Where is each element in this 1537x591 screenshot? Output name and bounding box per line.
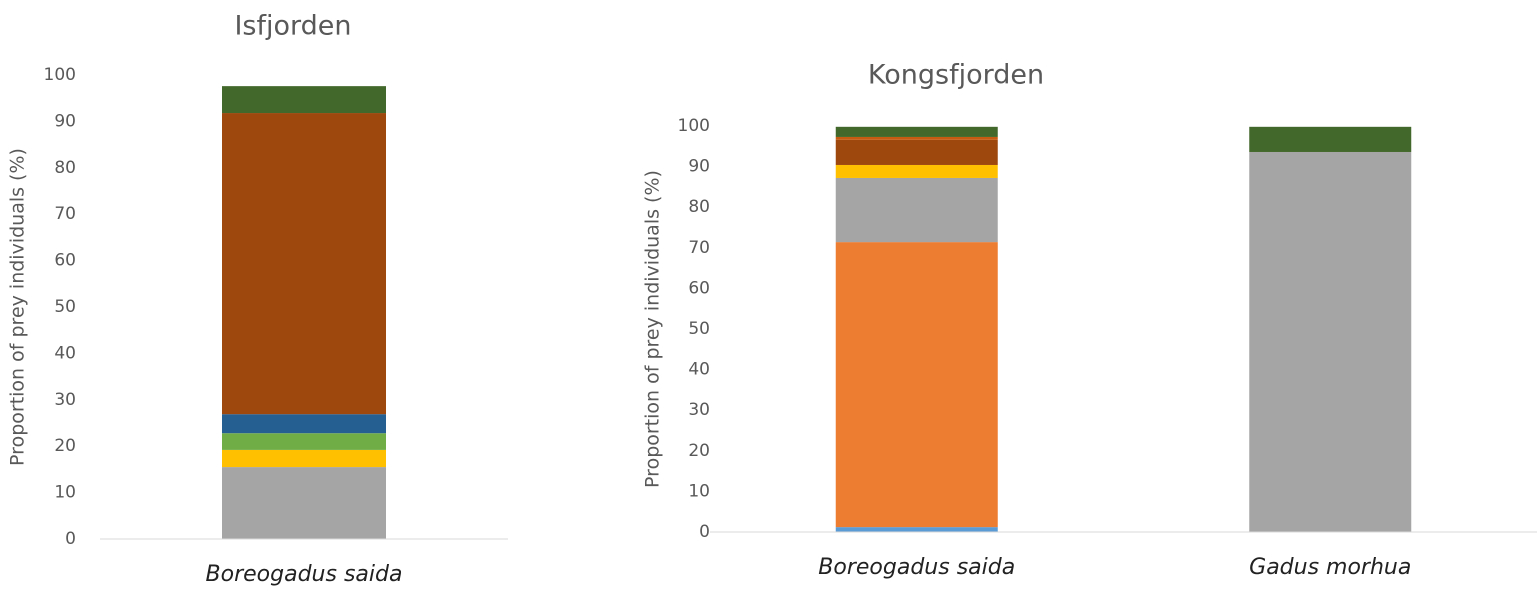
y-tick-label: 70 <box>54 204 76 224</box>
y-tick-label: 20 <box>688 441 710 461</box>
y-tick-label: 50 <box>688 319 710 339</box>
bar-segment <box>222 449 386 468</box>
y-tick-label: 20 <box>54 436 76 456</box>
x-tick-label: Gadus morhua <box>1249 555 1411 580</box>
y-tick-label: 90 <box>688 157 710 177</box>
y-tick-label: 30 <box>688 400 710 420</box>
y-tick-label: 0 <box>65 529 76 549</box>
y-tick-label: 10 <box>688 481 710 501</box>
bar-segment <box>222 433 386 450</box>
y-tick-label: 70 <box>688 238 710 258</box>
y-tick-label: 100 <box>44 65 76 85</box>
y-tick-label: 60 <box>54 251 76 271</box>
chart-title: Kongsfjorden <box>868 60 1044 91</box>
bar-segment <box>222 86 386 114</box>
y-tick-label: 0 <box>699 522 710 542</box>
bar-segment <box>835 139 998 165</box>
bar-segment <box>835 177 998 243</box>
y-tick-label: 40 <box>54 343 76 363</box>
y-tick-label: 100 <box>678 116 710 136</box>
x-tick-label: Boreogadus saida <box>206 562 403 587</box>
y-axis-title: Proportion of prey individuals (%) <box>642 170 664 488</box>
y-tick-label: 80 <box>54 158 76 178</box>
bar-segment <box>835 136 998 140</box>
bar-segment <box>222 113 386 415</box>
bar-segment <box>1249 151 1412 532</box>
y-tick-label: 60 <box>688 278 710 298</box>
bar-segment <box>835 527 998 532</box>
bar-segment <box>835 126 998 137</box>
bar-segment <box>222 467 386 539</box>
bar-segment <box>1249 126 1412 152</box>
bar-segment <box>222 414 386 434</box>
bar-segment <box>835 164 998 178</box>
chart-title: Isfjorden <box>234 11 351 42</box>
y-tick-label: 40 <box>688 360 710 380</box>
y-axis-title: Proportion of prey individuals (%) <box>7 148 29 466</box>
y-tick-label: 80 <box>688 197 710 217</box>
y-tick-label: 90 <box>54 111 76 131</box>
y-tick-label: 10 <box>54 483 76 503</box>
y-tick-label: 50 <box>54 297 76 317</box>
bar-segment <box>835 242 998 528</box>
y-tick-label: 30 <box>54 390 76 410</box>
x-tick-label: Boreogadus saida <box>818 555 1015 580</box>
